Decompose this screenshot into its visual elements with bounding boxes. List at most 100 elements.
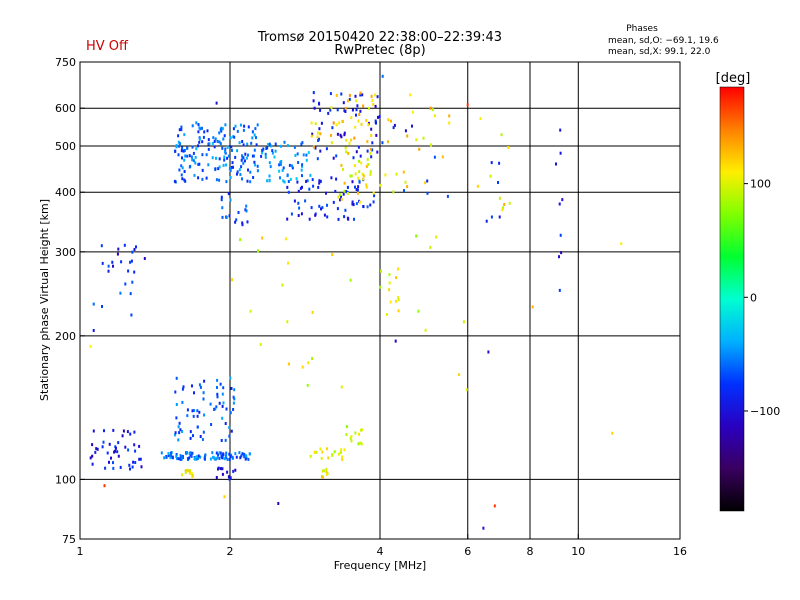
echo-point xyxy=(180,128,183,132)
echo-point xyxy=(189,469,191,473)
echo-point xyxy=(335,123,338,127)
echo-point xyxy=(199,435,202,438)
echo-point xyxy=(254,163,257,167)
echo-point xyxy=(249,180,252,184)
y-axis-ticks: 75 100 200 300 400 500 600 750 xyxy=(55,56,85,546)
echo-point xyxy=(370,94,373,98)
echo-point xyxy=(313,106,316,110)
echo-point xyxy=(192,414,195,418)
echo-point xyxy=(134,461,137,464)
echo-point xyxy=(130,313,133,317)
echo-point xyxy=(493,504,496,508)
echo-point xyxy=(214,457,217,461)
echo-point xyxy=(268,161,271,165)
echo-point xyxy=(286,217,289,221)
echo-point xyxy=(91,443,94,447)
echo-point xyxy=(279,161,282,165)
echo-point xyxy=(191,409,194,413)
echo-point xyxy=(227,475,230,479)
echo-point xyxy=(214,137,217,141)
echo-point xyxy=(116,252,119,256)
echo-point xyxy=(355,113,357,117)
echo-point xyxy=(192,434,194,438)
echo-point xyxy=(214,407,217,411)
echo-point xyxy=(194,161,197,165)
echo-point xyxy=(320,121,323,125)
echo-point xyxy=(201,153,204,157)
echo-point xyxy=(337,195,340,199)
echo-point xyxy=(246,179,249,183)
echo-point xyxy=(281,168,284,172)
echo-point xyxy=(216,456,219,460)
echo-point xyxy=(500,133,503,137)
echo-point xyxy=(314,122,317,126)
echo-point xyxy=(561,198,564,202)
status-label: HV Off xyxy=(86,39,129,54)
echo-point xyxy=(110,456,112,460)
echo-point xyxy=(203,413,206,417)
echo-point xyxy=(216,378,219,382)
echo-point xyxy=(195,457,198,461)
echo-point xyxy=(242,161,245,165)
echo-point xyxy=(375,133,378,137)
echo-point xyxy=(197,123,200,127)
echo-point xyxy=(254,127,257,131)
echo-point xyxy=(227,192,230,196)
echo-point xyxy=(293,145,296,149)
echo-point xyxy=(345,433,348,437)
echo-point xyxy=(351,180,354,184)
echo-point xyxy=(244,152,247,156)
echo-point xyxy=(281,283,284,287)
echo-point xyxy=(94,450,97,454)
echo-point xyxy=(325,191,327,195)
echo-point xyxy=(330,176,333,180)
echo-point xyxy=(219,142,222,146)
echo-point xyxy=(117,247,120,251)
echo-point xyxy=(124,445,127,449)
echo-point xyxy=(202,135,205,139)
echo-point xyxy=(189,430,192,434)
colorbar-tick-label: 100 xyxy=(750,178,771,191)
echo-point xyxy=(314,213,317,217)
echo-point xyxy=(305,179,308,183)
echo-point xyxy=(218,140,221,144)
echo-point xyxy=(221,472,224,476)
echo-point xyxy=(479,117,482,121)
echo-point xyxy=(369,203,372,207)
echo-point xyxy=(108,460,110,464)
echo-point xyxy=(234,452,237,456)
echo-point xyxy=(490,161,493,165)
echo-point xyxy=(270,144,273,148)
echo-point xyxy=(317,139,320,142)
echo-point xyxy=(394,339,397,343)
echo-point xyxy=(101,305,103,308)
echo-point xyxy=(507,146,510,149)
echo-point xyxy=(177,153,180,157)
echo-point xyxy=(411,124,413,128)
echo-point xyxy=(369,172,372,176)
echo-point xyxy=(112,466,115,470)
echo-point xyxy=(222,453,225,456)
echo-point xyxy=(265,147,268,150)
echo-point xyxy=(180,164,183,168)
echo-point xyxy=(198,140,201,144)
echo-point xyxy=(223,155,226,159)
echo-point xyxy=(190,454,193,458)
echo-point xyxy=(286,185,289,189)
echo-point xyxy=(204,453,207,457)
echo-point xyxy=(119,465,122,469)
echo-point xyxy=(342,119,344,123)
echo-point xyxy=(342,101,345,105)
echo-point xyxy=(228,457,231,461)
echo-point xyxy=(234,220,237,224)
echo-point xyxy=(359,93,362,97)
echo-point xyxy=(362,177,365,181)
echo-point xyxy=(225,451,228,455)
echo-point xyxy=(558,288,561,292)
echo-point xyxy=(127,269,130,273)
echo-point xyxy=(126,430,129,434)
echo-point xyxy=(227,154,230,158)
echo-point xyxy=(318,102,321,106)
echo-point xyxy=(224,422,227,425)
echo-point xyxy=(372,200,375,204)
